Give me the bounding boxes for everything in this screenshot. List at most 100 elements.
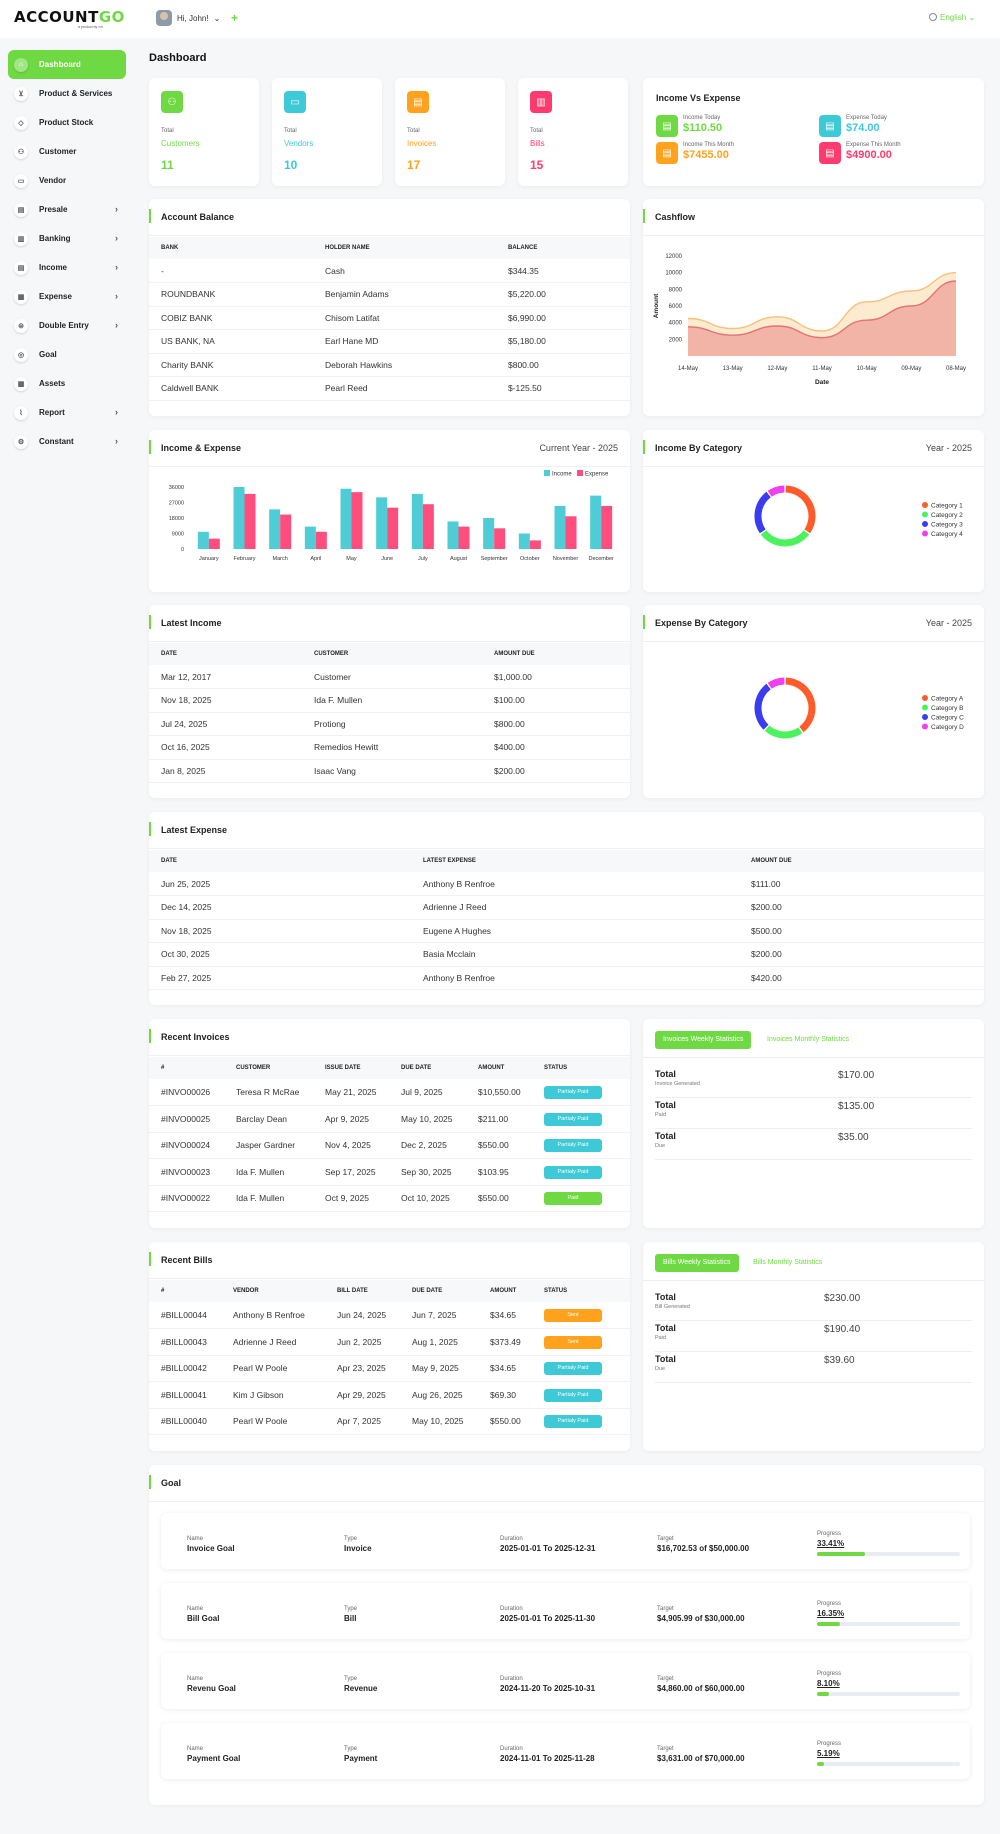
sidebar-item-assets[interactable]: ▦ Assets bbox=[8, 369, 126, 398]
y-tick-label: 10000 bbox=[665, 271, 682, 277]
column-header: HOLDER NAME bbox=[313, 237, 496, 259]
table-header-row: DATE LATEST EXPENSE AMOUNT DUE bbox=[149, 850, 984, 872]
cashflow-title: Cashflow bbox=[642, 209, 696, 223]
table-row[interactable]: COBIZ BANK Chisom Latifat $6,990.00 bbox=[149, 306, 630, 330]
table-cell: $550.00 bbox=[466, 1132, 532, 1159]
table-row[interactable]: Charity BANK Deborah Hawkins $800.00 bbox=[149, 353, 630, 377]
tab-invoices-weekly[interactable]: Invoices Weekly Statistics bbox=[655, 1031, 752, 1049]
divider bbox=[643, 466, 984, 467]
table-row[interactable]: #INVO00024 Jasper Gardner Nov 4, 2025 Dec 2… bbox=[149, 1132, 630, 1159]
brand-logo[interactable]: ACCOUNTGO bbox=[14, 8, 125, 26]
goal-item[interactable]: Name Revenu Goal Type Revenue Duration 2024-1… bbox=[161, 1653, 970, 1709]
goal-item[interactable]: Name Bill Goal Type Bill Duration 2025-01-01 … bbox=[161, 1583, 970, 1639]
sidebar-item-customer[interactable]: ⚇ Customer bbox=[8, 137, 126, 166]
sidebar-item-expense[interactable]: ▦ Expense › bbox=[8, 282, 126, 311]
table-row[interactable]: #BILL00041 Kim J Gibson Apr 29, 2025 Aug 26… bbox=[149, 1381, 630, 1409]
sidebar-item-income[interactable]: ▤ Income › bbox=[8, 253, 126, 282]
x-tick-label: January bbox=[199, 556, 219, 562]
goal-item[interactable]: Name Invoice Goal Type Invoice Duration 2025-… bbox=[161, 1513, 970, 1569]
goal-card: Goal Name Invoice Goal Type Invoice Duration… bbox=[148, 1465, 984, 1805]
user-menu[interactable]: Hi, John! ⌄ bbox=[156, 10, 220, 26]
quick-add-plus-icon[interactable]: + bbox=[231, 11, 239, 25]
stat-card-invoices[interactable]: ▤ Total Invoices 17 bbox=[395, 78, 505, 186]
stat-card-customers[interactable]: ⚇ Total Customers 11 bbox=[149, 78, 259, 186]
table-row[interactable]: Mar 12, 2017 Customer $1,000.00 bbox=[149, 665, 630, 689]
tab-invoices-monthly[interactable]: Invoices Monthly Statistics bbox=[767, 1036, 850, 1043]
table-row[interactable]: #INVO00025 Barclay Dean Apr 9, 2025 May 10,… bbox=[149, 1105, 630, 1133]
table-row[interactable]: #INVO00023 Ida F. Mullen Sep 17, 2025 Sep 3… bbox=[149, 1158, 630, 1186]
sidebar-item-constant[interactable]: ⚙ Constant › bbox=[8, 427, 126, 456]
status-badge: Sent bbox=[544, 1335, 602, 1349]
divider bbox=[149, 466, 630, 467]
goal-item[interactable]: Name Payment Goal Type Payment Duration 2024-… bbox=[161, 1723, 970, 1779]
table-cell: #INVO00023 bbox=[149, 1158, 224, 1186]
table-row[interactable]: Nov 18, 2025 Ida F. Mullen $100.00 bbox=[149, 688, 630, 713]
sidebar-item-presale[interactable]: ▤ Presale › bbox=[8, 195, 126, 224]
table-row[interactable]: Caldwell BANK Pearl Reed $-125.50 bbox=[149, 376, 630, 401]
table-row[interactable]: Jan 8, 2025 Isaac Vang $200.00 bbox=[149, 759, 630, 783]
bar-expense-december bbox=[601, 505, 613, 549]
sidebar-item-vendor[interactable]: ▭ Vendor bbox=[8, 166, 126, 195]
income-expense-summary-item: ▤ Income Today $110.50 bbox=[656, 115, 722, 137]
table-row[interactable]: #INVO00022 Ida F. Mullen Oct 9, 2025 Oct 10… bbox=[149, 1185, 630, 1212]
table-cell: COBIZ BANK bbox=[149, 306, 313, 330]
summary-text: Expense This Month $4900.00 bbox=[846, 142, 901, 164]
table-row[interactable]: #BILL00043 Adrienne J Reed Jun 2, 2025 Aug … bbox=[149, 1328, 630, 1356]
goal-field-label: Duration bbox=[500, 1676, 523, 1682]
sidebar-item-product-stock[interactable]: ◇ Product Stock bbox=[8, 108, 126, 137]
sidebar-item-report[interactable]: ⌇ Report › bbox=[8, 398, 126, 427]
user-plus-icon: ⚇ bbox=[14, 144, 28, 159]
table-cell: Benjamin Adams bbox=[313, 282, 496, 307]
table-row[interactable]: US BANK, NA Earl Hane MD $5,180.00 bbox=[149, 329, 630, 354]
table-row[interactable]: - Cash $344.35 bbox=[149, 259, 630, 283]
income-by-category-period: Year - 2025 bbox=[925, 443, 972, 453]
bar-expense-august bbox=[458, 526, 470, 549]
table-row[interactable]: #INVO00026 Teresa R McRae May 21, 2025 Jul … bbox=[149, 1079, 630, 1106]
table-cell: Charity BANK bbox=[149, 353, 313, 377]
sidebar-item-product-services[interactable]: ⊻ Product & Services bbox=[8, 79, 126, 108]
table-row[interactable]: Feb 27, 2025 Anthony B Renfroe $420.00 bbox=[149, 966, 984, 990]
sidebar-item-double-entry[interactable]: ⊜ Double Entry › bbox=[8, 311, 126, 340]
table-cell: $34.65 bbox=[478, 1355, 532, 1382]
y-tick-label: 12000 bbox=[665, 254, 682, 260]
table-row[interactable]: Oct 16, 2025 Remedios Hewitt $400.00 bbox=[149, 735, 630, 760]
table-row[interactable]: ROUNDBANK Benjamin Adams $5,220.00 bbox=[149, 282, 630, 307]
language-selector[interactable]: English ⌄ bbox=[929, 13, 975, 22]
table-row[interactable]: Nov 18, 2025 Eugene A Hughes $500.00 bbox=[149, 919, 984, 943]
table-row[interactable]: Oct 30, 2025 Basia Mcclain $200.00 bbox=[149, 942, 984, 967]
chevron-right-icon: › bbox=[115, 436, 118, 446]
table-row[interactable]: Jun 25, 2025 Anthony B Renfroe $111.00 bbox=[149, 872, 984, 896]
latest-income-card: Latest Income DATE CUSTOMER AMOUNT DUE Mar … bbox=[149, 605, 630, 798]
table-row[interactable]: #BILL00044 Anthony B Renfroe Jun 24, 2025 J… bbox=[149, 1302, 630, 1329]
account-balance-card: Account Balance BANK HOLDER NAME BALANCE - C… bbox=[148, 199, 630, 416]
statistics-title: Total bbox=[655, 1323, 676, 1333]
sidebar-item-banking[interactable]: ▥ Banking › bbox=[8, 224, 126, 253]
account-balance-title: Account Balance bbox=[148, 209, 235, 223]
table-row[interactable]: #BILL00042 Pearl W Poole Apr 23, 2025 May 9… bbox=[149, 1355, 630, 1382]
x-tick-label: July bbox=[418, 556, 428, 562]
tab-bills-monthly[interactable]: Bills Monthly Statistics bbox=[753, 1259, 823, 1266]
brand-tagline: a product by ▪▪▪▪ bbox=[78, 25, 104, 29]
status-badge: Partialy Paid bbox=[544, 1362, 602, 1376]
stat-card-vendors[interactable]: ▭ Total Vendors 10 bbox=[272, 78, 382, 186]
tab-bills-weekly[interactable]: Bills Weekly Statistics bbox=[655, 1254, 739, 1272]
chart-icon: ⌇ bbox=[14, 405, 28, 420]
sidebar-item-dashboard[interactable]: ⌂ Dashboard bbox=[8, 50, 126, 79]
divider bbox=[149, 1055, 630, 1056]
stat-card-bills[interactable]: ▥ Total Bills 15 bbox=[518, 78, 628, 186]
bar-income-september bbox=[483, 518, 495, 549]
sidebar-item-goal[interactable]: ◎ Goal bbox=[8, 340, 126, 369]
column-header: BILL DATE bbox=[325, 1280, 400, 1302]
goal-field-progress: Progress 5.19% bbox=[817, 1741, 841, 1758]
table-cell: $400.00 bbox=[482, 735, 630, 760]
table-row[interactable]: Jul 24, 2025 Protiong $800.00 bbox=[149, 712, 630, 736]
income-by-category-title: Income By Category bbox=[642, 440, 743, 454]
goal-field-target: Target $4,905.99 of $30,000.00 bbox=[657, 1606, 745, 1623]
table-row[interactable]: #BILL00040 Pearl W Poole Apr 7, 2025 May 10… bbox=[149, 1408, 630, 1435]
bar-income-october bbox=[518, 533, 530, 549]
column-header: LATEST EXPENSE bbox=[411, 850, 739, 872]
table-row[interactable]: Dec 14, 2025 Adrienne J Reed $200.00 bbox=[149, 895, 984, 920]
column-header: AMOUNT DUE bbox=[739, 850, 984, 872]
table-cell: Jan 8, 2025 bbox=[149, 759, 302, 783]
sidebar-item-label: Assets bbox=[39, 379, 66, 388]
